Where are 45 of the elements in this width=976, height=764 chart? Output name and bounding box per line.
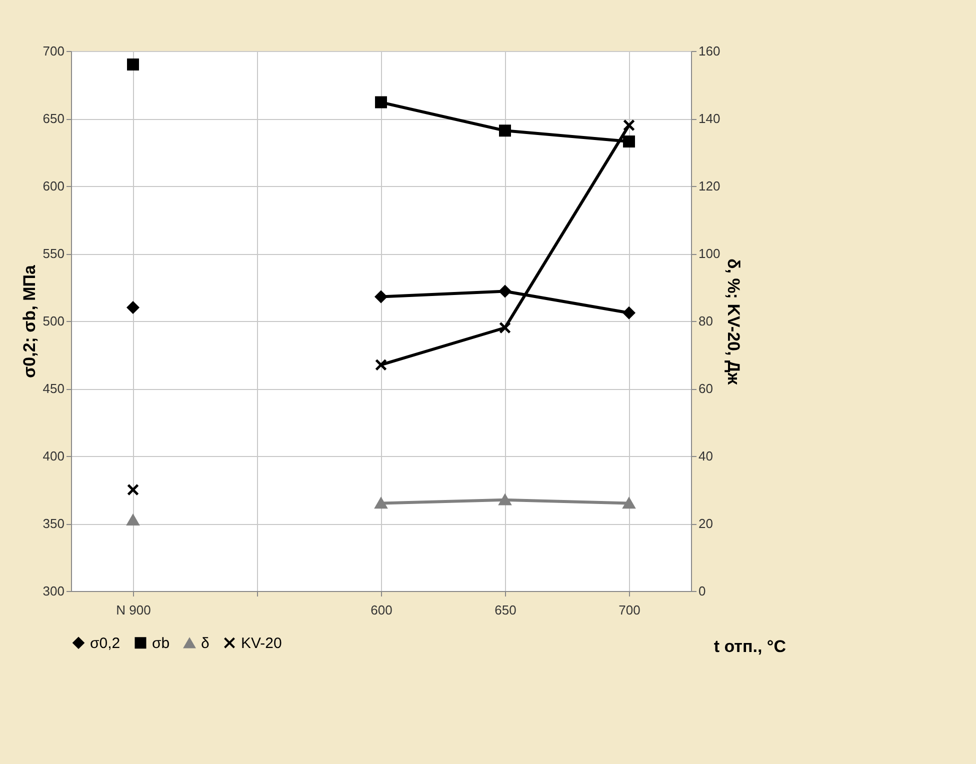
y-tick-label: 550 — [42, 246, 64, 261]
legend-label: KV-20 — [241, 634, 282, 652]
y-axis-title: σ0,2; σb, МПа — [20, 264, 39, 378]
x-tick-label: 700 — [618, 602, 640, 618]
point — [127, 302, 139, 314]
point — [127, 514, 139, 526]
y-tick-label: 650 — [42, 111, 64, 126]
point — [375, 290, 387, 303]
point — [623, 306, 635, 319]
y-tick-label: 300 — [42, 584, 64, 598]
point — [499, 322, 511, 334]
x-tick-label: N 900 — [116, 602, 151, 618]
y-tick-label: 600 — [42, 178, 64, 194]
point — [623, 135, 635, 148]
point — [499, 494, 511, 506]
y2-tick-label: 60 — [698, 381, 713, 396]
y2-tick-label: 20 — [698, 516, 713, 531]
point — [127, 58, 139, 70]
y2-tick-label: 80 — [698, 314, 713, 328]
legend-label: δ — [201, 635, 210, 652]
y2-tick-label: 120 — [698, 178, 720, 194]
point — [499, 124, 511, 137]
y2-tick-label: 100 — [698, 246, 720, 261]
point — [375, 96, 387, 108]
point — [623, 119, 635, 132]
y-tick-label: 500 — [42, 314, 64, 328]
point — [127, 484, 139, 496]
y-tick-label: 350 — [42, 516, 64, 531]
point — [375, 498, 387, 509]
y2-tick-label: 40 — [698, 448, 713, 464]
y2-tick-label: 160 — [698, 44, 720, 58]
y-tick-label: 450 — [42, 381, 64, 396]
x-tick-label: 650 — [494, 602, 516, 618]
x-tick-label: 600 — [370, 602, 392, 618]
y-tick-label: 400 — [42, 448, 64, 464]
legend-label: σ0,2 — [90, 634, 120, 652]
y2-axis-title: δ, %; KV-20, Дж — [724, 258, 744, 386]
point — [623, 498, 635, 509]
y2-tick-label: 0 — [698, 584, 706, 598]
y-tick-label: 700 — [42, 44, 64, 58]
legend-label: σb — [152, 634, 170, 652]
point — [499, 285, 511, 298]
y2-tick-label: 140 — [698, 111, 720, 126]
x-axis-title: t отп., °C — [714, 637, 786, 656]
point — [375, 358, 387, 371]
